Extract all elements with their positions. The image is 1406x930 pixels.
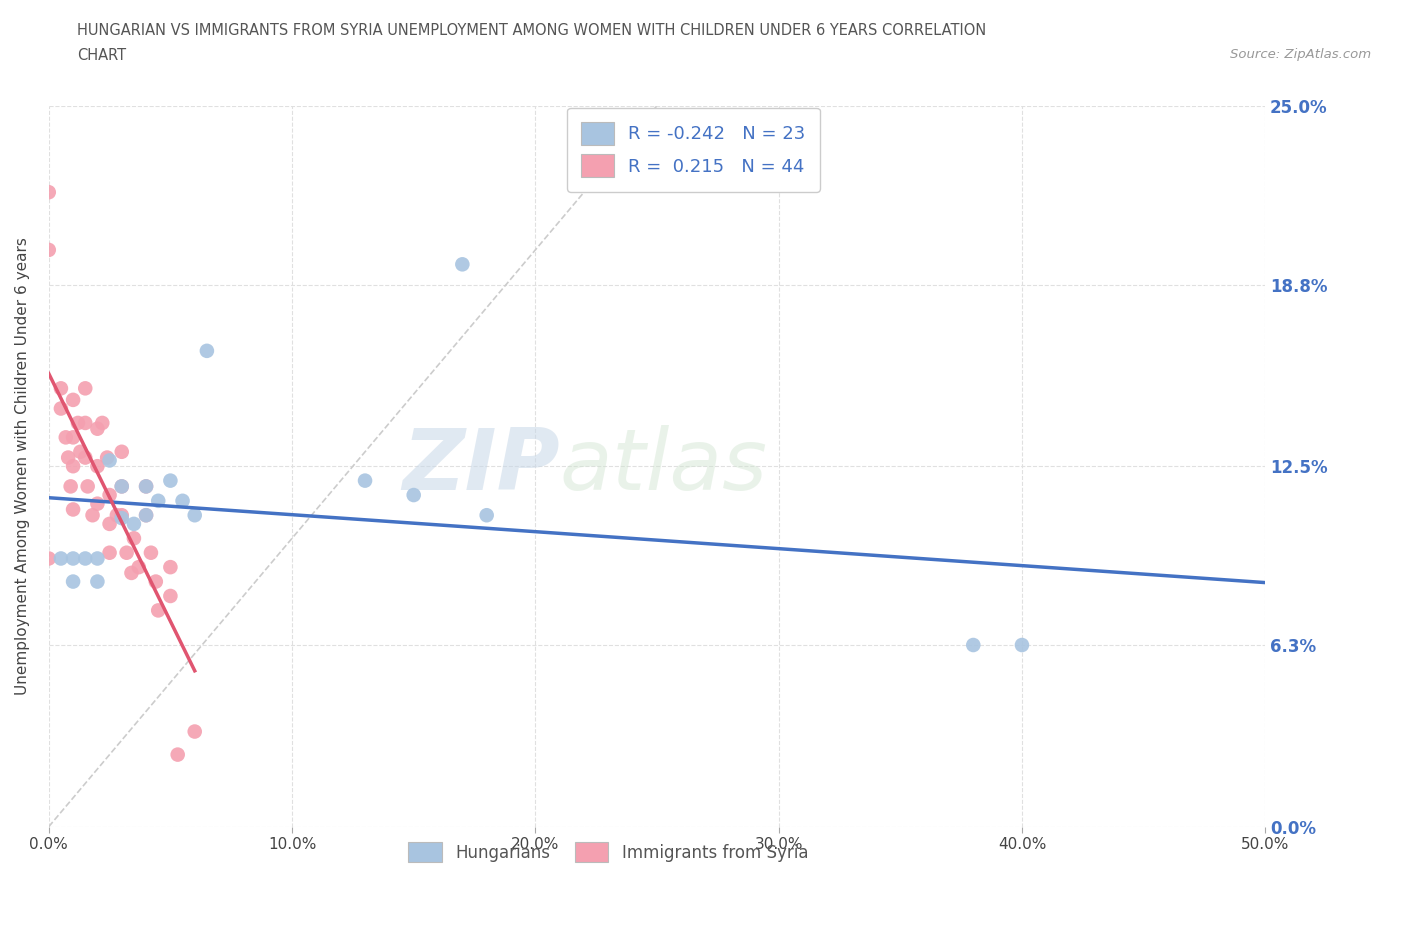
Point	[962, 638, 984, 653]
Point	[159, 560, 181, 575]
Point	[49, 401, 72, 416]
Text: Source: ZipAtlas.com: Source: ZipAtlas.com	[1230, 48, 1371, 61]
Point	[111, 445, 134, 459]
Point	[354, 473, 377, 488]
Point	[105, 508, 128, 523]
Point	[49, 381, 72, 396]
Point	[166, 747, 188, 762]
Point	[135, 508, 157, 523]
Point	[111, 508, 134, 523]
Point	[98, 487, 121, 502]
Point	[38, 185, 60, 200]
Point	[98, 516, 121, 531]
Point	[86, 458, 108, 473]
Point	[148, 494, 170, 509]
Point	[135, 479, 157, 494]
Point	[38, 551, 60, 566]
Point	[122, 531, 145, 546]
Point	[128, 560, 150, 575]
Point	[135, 508, 157, 523]
Point	[135, 479, 157, 494]
Point	[172, 494, 194, 509]
Point	[55, 430, 77, 445]
Point	[62, 551, 84, 566]
Point	[111, 479, 134, 494]
Point	[86, 497, 108, 512]
Point	[82, 508, 104, 523]
Point	[62, 502, 84, 517]
Point	[86, 421, 108, 436]
Text: HUNGARIAN VS IMMIGRANTS FROM SYRIA UNEMPLOYMENT AMONG WOMEN WITH CHILDREN UNDER : HUNGARIAN VS IMMIGRANTS FROM SYRIA UNEMP…	[77, 23, 987, 38]
Point	[62, 458, 84, 473]
Point	[111, 479, 134, 494]
Text: ZIP: ZIP	[402, 425, 560, 508]
Point	[111, 511, 134, 525]
Point	[475, 508, 498, 523]
Point	[139, 545, 162, 560]
Point	[75, 450, 97, 465]
Point	[58, 450, 80, 465]
Point	[96, 450, 118, 465]
Point	[98, 453, 121, 468]
Point	[183, 724, 205, 739]
Point	[145, 574, 167, 589]
Point	[75, 416, 97, 431]
Text: atlas: atlas	[560, 425, 768, 508]
Point	[66, 416, 89, 431]
Point	[115, 545, 138, 560]
Point	[38, 243, 60, 258]
Point	[75, 381, 97, 396]
Point	[49, 551, 72, 566]
Point	[62, 392, 84, 407]
Legend: Hungarians, Immigrants from Syria: Hungarians, Immigrants from Syria	[402, 835, 815, 869]
Point	[121, 565, 143, 580]
Point	[59, 479, 82, 494]
Point	[159, 589, 181, 604]
Point	[148, 603, 170, 618]
Text: CHART: CHART	[77, 48, 127, 63]
Point	[159, 473, 181, 488]
Point	[451, 257, 474, 272]
Point	[86, 551, 108, 566]
Point	[402, 487, 425, 502]
Point	[76, 479, 98, 494]
Point	[75, 551, 97, 566]
Point	[86, 574, 108, 589]
Point	[1011, 638, 1033, 653]
Point	[69, 445, 91, 459]
Point	[98, 545, 121, 560]
Point	[62, 430, 84, 445]
Point	[183, 508, 205, 523]
Point	[91, 416, 114, 431]
Point	[62, 574, 84, 589]
Y-axis label: Unemployment Among Women with Children Under 6 years: Unemployment Among Women with Children U…	[15, 237, 30, 695]
Point	[122, 516, 145, 531]
Point	[195, 343, 218, 358]
